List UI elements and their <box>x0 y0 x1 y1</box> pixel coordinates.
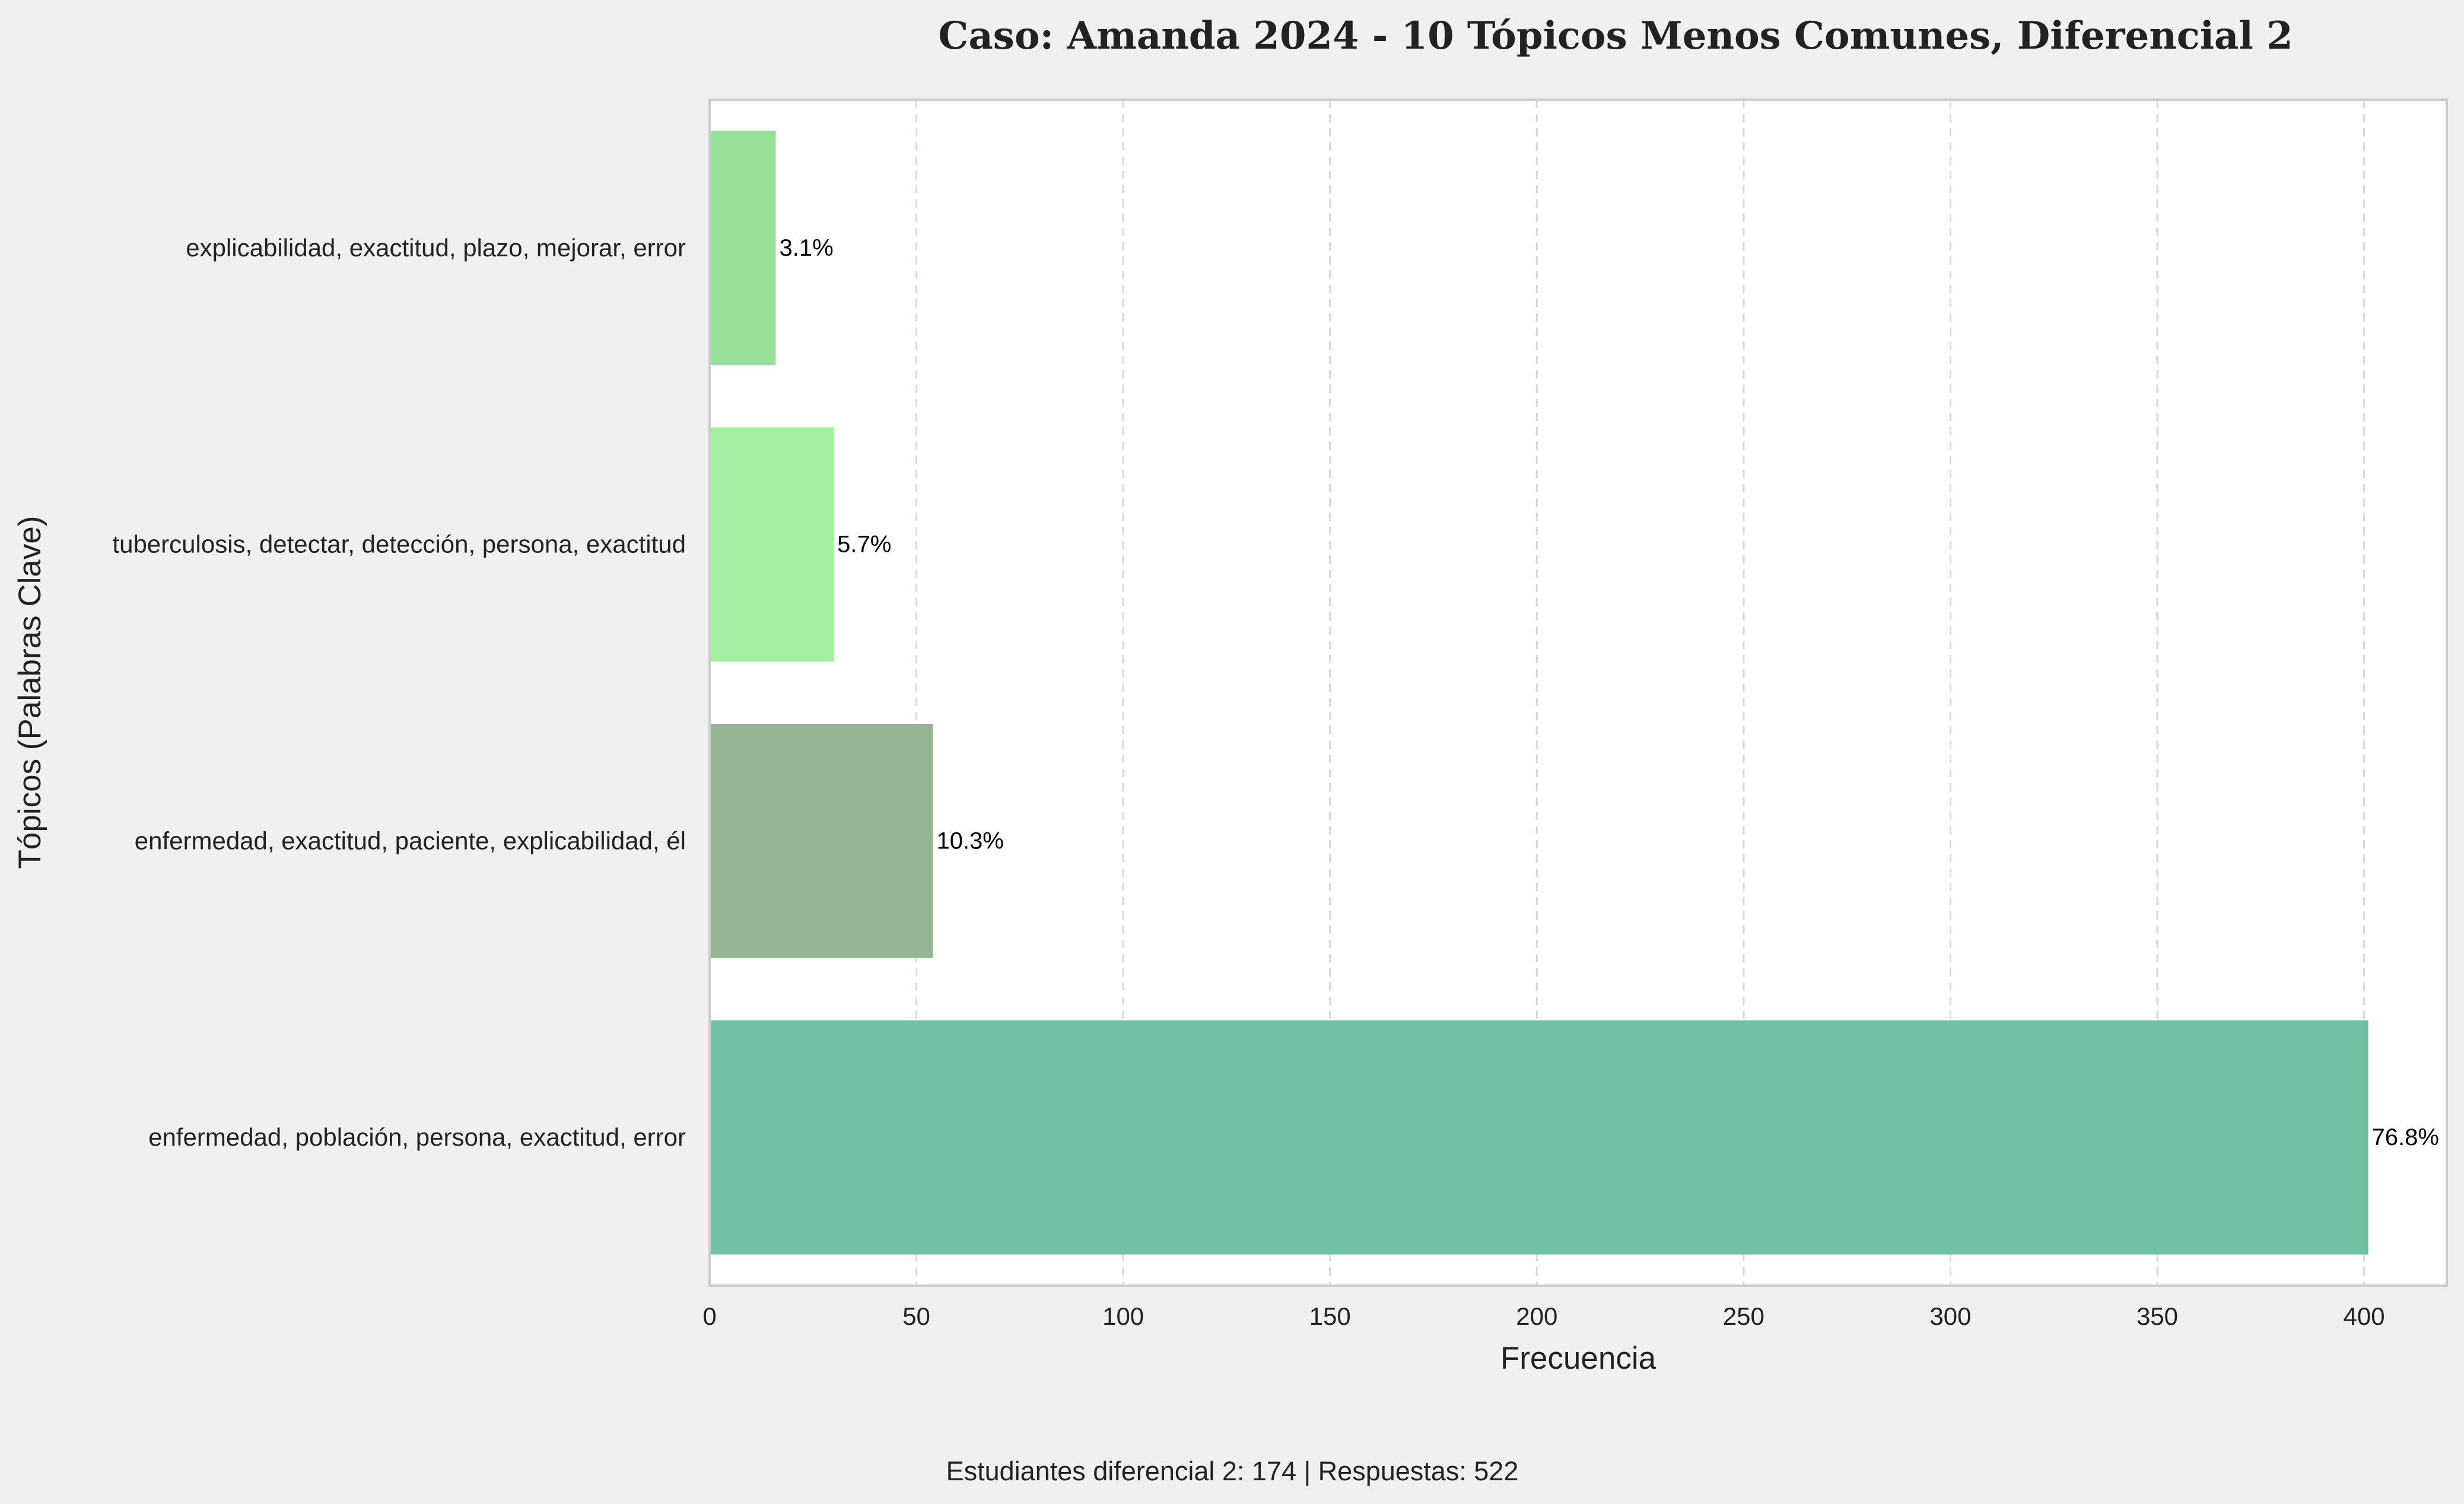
x-axis-label: Frecuencia <box>1500 1341 1657 1376</box>
chart-title: Caso: Amanda 2024 - 10 Tópicos Menos Com… <box>938 14 2293 58</box>
x-tick-label: 250 <box>1723 1302 1764 1330</box>
x-tick-label: 100 <box>1102 1302 1144 1330</box>
x-tick-labels: 0 50 100 150 200 250 300 350 400 <box>702 1302 2384 1330</box>
y-axis-label: Tópicos (Palabras Clave) <box>12 516 47 869</box>
y-tick-label: tuberculosis, detectar, detección, perso… <box>112 530 686 558</box>
bar-value-label: 3.1% <box>780 235 834 261</box>
x-tick-label: 400 <box>2344 1302 2385 1330</box>
y-tick-label: explicabilidad, exactitud, plazo, mejora… <box>186 234 686 262</box>
bar <box>710 1020 2368 1255</box>
bar <box>710 131 776 365</box>
y-tick-label: enfermedad, exactitud, paciente, explica… <box>135 826 686 854</box>
x-tick-label: 0 <box>702 1302 716 1330</box>
x-tick-label: 300 <box>1929 1302 1971 1330</box>
x-tick-label: 150 <box>1309 1302 1351 1330</box>
bar <box>710 723 933 958</box>
bar <box>710 427 834 662</box>
bar-value-label: 10.3% <box>936 828 1003 854</box>
data-labels: 3.1% 5.7% 10.3% 76.8% <box>780 235 2439 1150</box>
y-tick-label: enfermedad, población, persona, exactitu… <box>148 1123 686 1151</box>
bar-value-label: 76.8% <box>2372 1124 2439 1150</box>
bar-value-label: 5.7% <box>837 532 891 558</box>
bars <box>710 131 2368 1255</box>
x-tick-label: 50 <box>902 1302 930 1330</box>
y-tick-labels: explicabilidad, exactitud, plazo, mejora… <box>112 234 686 1151</box>
x-tick-label: 350 <box>2136 1302 2178 1330</box>
plot-frame <box>708 98 2448 1287</box>
footer-note: Estudiantes diferencial 2: 174 | Respues… <box>946 1456 1519 1486</box>
x-tick-label: 200 <box>1516 1302 1557 1330</box>
